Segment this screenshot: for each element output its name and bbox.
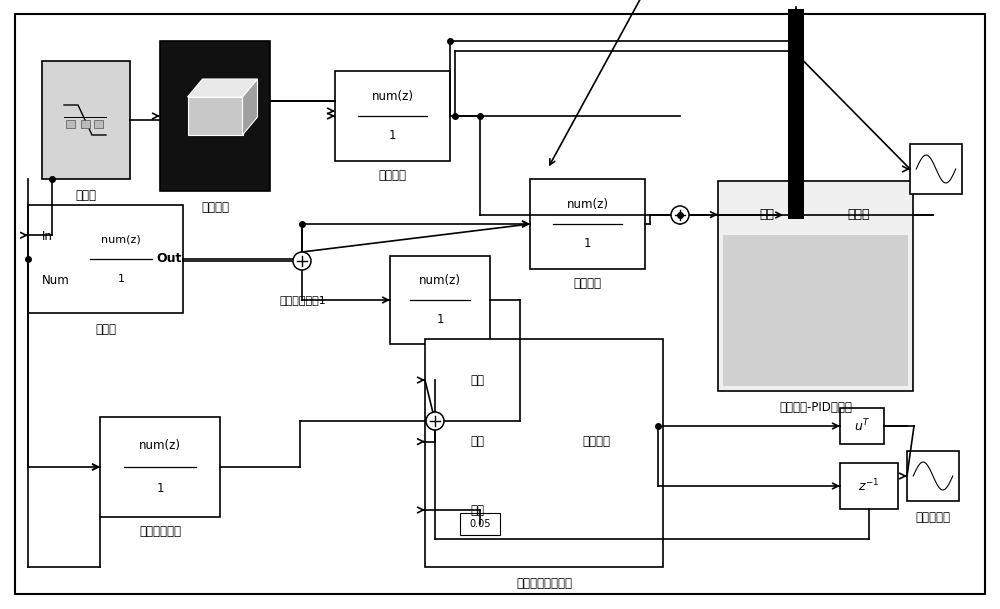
Text: $u^T$: $u^T$ <box>854 418 870 434</box>
Text: num(z): num(z) <box>139 438 181 451</box>
Text: num(z): num(z) <box>101 234 141 244</box>
Text: 1: 1 <box>118 274 124 284</box>
FancyBboxPatch shape <box>335 71 450 161</box>
FancyBboxPatch shape <box>840 463 898 509</box>
Text: 0.05: 0.05 <box>469 519 491 529</box>
Text: 神经网络-PID控制器: 神经网络-PID控制器 <box>779 401 852 414</box>
Text: 步长: 步长 <box>470 504 484 516</box>
Text: 误差: 误差 <box>759 208 774 221</box>
Text: 滤波器: 滤波器 <box>95 323 116 336</box>
FancyBboxPatch shape <box>28 205 183 313</box>
Text: 次级通道估计1: 次级通道估计1 <box>280 295 327 305</box>
Polygon shape <box>188 97 242 135</box>
Text: num(z): num(z) <box>372 90 414 103</box>
Text: 振动源: 振动源 <box>76 189 96 202</box>
Polygon shape <box>188 79 258 97</box>
FancyBboxPatch shape <box>460 513 500 535</box>
FancyBboxPatch shape <box>530 179 645 269</box>
Text: 次级通道: 次级通道 <box>574 277 602 290</box>
FancyBboxPatch shape <box>907 451 959 501</box>
Text: 次级通道估计: 次级通道估计 <box>139 525 181 538</box>
FancyBboxPatch shape <box>910 144 962 194</box>
Circle shape <box>426 412 444 430</box>
FancyBboxPatch shape <box>718 181 913 391</box>
Text: 控制律: 控制律 <box>847 208 870 221</box>
FancyBboxPatch shape <box>42 61 130 179</box>
FancyBboxPatch shape <box>81 120 90 128</box>
Circle shape <box>293 252 311 270</box>
FancyBboxPatch shape <box>390 256 490 344</box>
Polygon shape <box>242 79 258 135</box>
Circle shape <box>671 206 689 224</box>
FancyBboxPatch shape <box>160 41 270 191</box>
FancyBboxPatch shape <box>723 235 908 386</box>
FancyBboxPatch shape <box>100 417 220 517</box>
Text: 权值输出: 权值输出 <box>582 435 610 448</box>
Text: Out: Out <box>156 253 182 266</box>
FancyBboxPatch shape <box>788 9 804 219</box>
Text: num(z): num(z) <box>566 198 608 211</box>
Text: num(z): num(z) <box>419 274 461 287</box>
Text: 1: 1 <box>156 482 164 496</box>
Text: 自适应算法控制器: 自适应算法控制器 <box>516 577 572 590</box>
FancyBboxPatch shape <box>840 408 884 444</box>
FancyBboxPatch shape <box>425 339 663 567</box>
FancyBboxPatch shape <box>94 120 103 128</box>
Text: 初级通道: 初级通道 <box>378 169 406 182</box>
Text: 滤波器权值: 滤波器权值 <box>916 511 950 524</box>
Text: 1: 1 <box>436 313 444 326</box>
FancyBboxPatch shape <box>66 120 75 128</box>
Text: 1: 1 <box>584 238 591 250</box>
Text: $z^{-1}$: $z^{-1}$ <box>858 477 880 495</box>
Text: 误差: 误差 <box>470 435 484 448</box>
Text: 柔性铰链: 柔性铰链 <box>201 201 229 214</box>
Text: In: In <box>42 230 53 244</box>
Text: 输入: 输入 <box>470 373 484 387</box>
Text: Num: Num <box>42 275 70 287</box>
Text: 1: 1 <box>389 129 396 143</box>
